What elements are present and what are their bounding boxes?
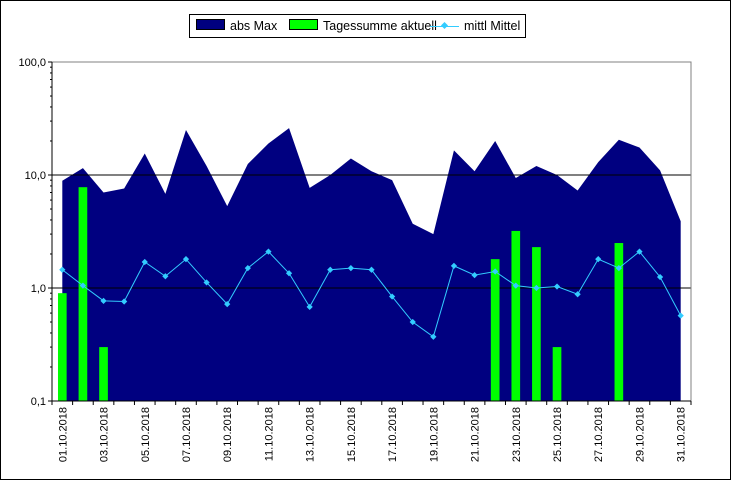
x-tick-label: 29.10.2018 [634, 407, 646, 462]
y-tick-label: 0,1 [31, 396, 46, 408]
abs-max-area [62, 128, 681, 402]
x-tick-label: 23.10.2018 [511, 407, 523, 462]
y-tick-label: 100,0 [18, 57, 46, 69]
tagessumme-bar [532, 247, 541, 401]
x-tick-labels: 01.10.2018 03.10.2018 05.10.2018 07.10.2018… [51, 401, 692, 462]
mittel-marker [285, 270, 293, 277]
tagessumme-bar [78, 187, 88, 401]
x-tick-label: 17.10.2018 [387, 407, 399, 462]
legend: abs Max Tagessumme aktuell mittl Mittel [189, 14, 526, 38]
x-tick-label: 13.10.2018 [305, 407, 317, 462]
abs-max-area-layer [62, 128, 681, 402]
x-tick-label: 01.10.2018 [57, 407, 69, 462]
x-tick-label: 03.10.2018 [99, 407, 111, 462]
x-tick-label: 27.10.2018 [593, 407, 605, 462]
legend-label-abs-max: abs Max [230, 19, 278, 33]
mittel-marker [347, 264, 354, 272]
mittel-marker [492, 268, 499, 275]
y-tick-label: 1,0 [31, 283, 46, 295]
legend-label-tagessumme: Tagessumme aktuell [323, 19, 437, 33]
x-tick-label: 25.10.2018 [552, 407, 564, 462]
mittel-marker [327, 266, 334, 273]
tagessumme-bar [490, 259, 500, 401]
mittel-marker [141, 258, 148, 266]
tagessumme-bar [57, 293, 67, 401]
tagessumme-bar [614, 243, 624, 401]
mittel-marker [430, 333, 437, 340]
mittel-marker [471, 272, 478, 279]
tagessumme-bar [511, 230, 521, 401]
mittel-marker [615, 264, 622, 272]
x-tick-label: 09.10.2018 [222, 407, 234, 462]
mittel-marker [389, 293, 396, 300]
mittel-marker [244, 264, 251, 272]
y-tick-labels: 0,1 1,0 10,0 100,0 [18, 57, 52, 408]
tagessumme-bar [552, 347, 562, 401]
legend-swatch-abs-max [196, 19, 225, 30]
legend-marker-mittel [440, 21, 449, 30]
y-tick-label: 10,0 [25, 170, 46, 182]
mittel-marker [656, 273, 664, 281]
tagessumme-bar-layer [57, 187, 624, 401]
mittel-marker [306, 303, 313, 311]
x-tick-label: 19.10.2018 [428, 407, 440, 462]
mittel-marker [368, 266, 375, 273]
x-tick-label: 21.10.2018 [470, 407, 482, 462]
legend-label-mittel: mittl Mittel [464, 19, 521, 33]
x-tick-label: 31.10.2018 [676, 407, 688, 462]
legend-swatch-tagessumme [289, 19, 318, 30]
mittel-marker [450, 262, 458, 269]
mittel-marker [409, 318, 416, 326]
x-tick-label: 07.10.2018 [181, 407, 193, 462]
x-tick-label: 11.10.2018 [263, 407, 275, 461]
axes [51, 61, 692, 402]
x-tick-label: 15.10.2018 [346, 407, 358, 462]
tagessumme-bar [99, 347, 108, 401]
x-tick-label: 05.10.2018 [140, 407, 152, 462]
